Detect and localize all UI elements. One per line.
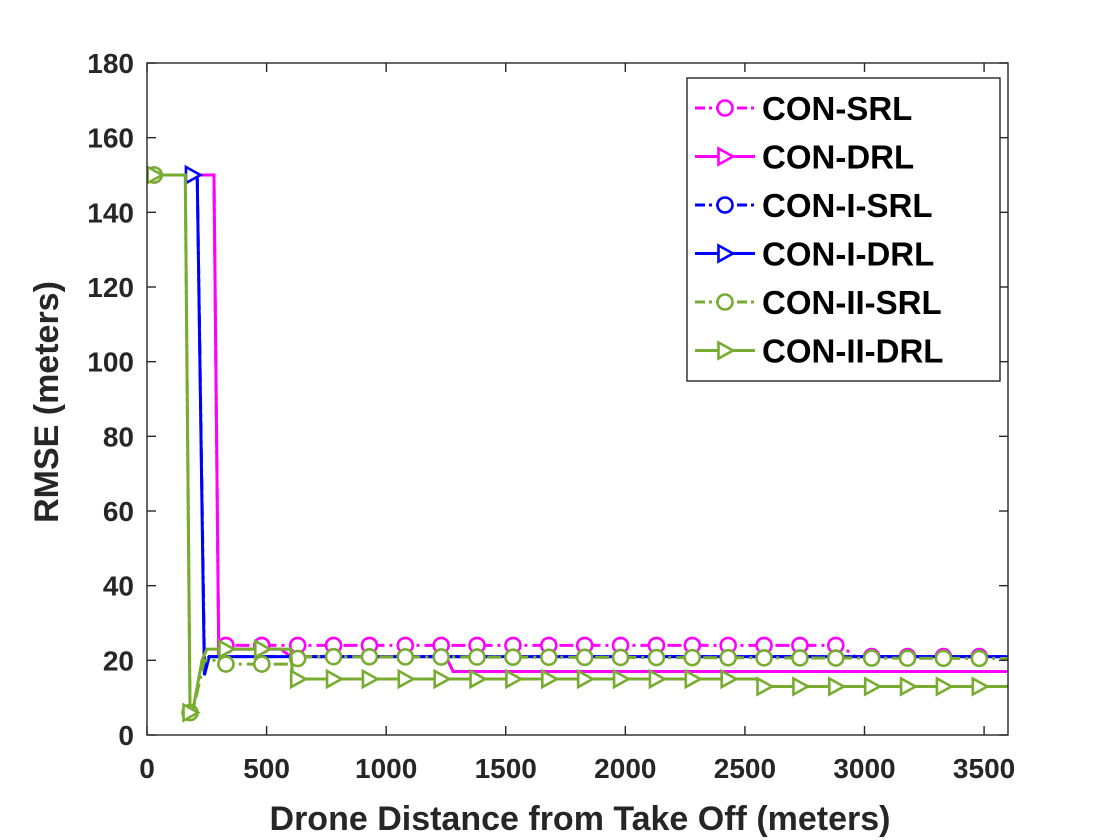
y-tick-label: 120 <box>87 272 134 303</box>
legend-label: CON-II-DRL <box>762 333 943 370</box>
legend-entry: CON-I-SRL <box>695 187 932 224</box>
data-point-marker <box>254 638 273 660</box>
data-point-marker <box>433 668 452 690</box>
data-point-marker <box>325 668 345 690</box>
legend-entry: CON-II-DRL <box>695 333 943 370</box>
legend-marker <box>716 196 734 214</box>
y-tick-label: 20 <box>103 645 134 676</box>
x-tick-label: 3500 <box>953 753 1015 784</box>
y-tick-label: 140 <box>87 197 134 228</box>
axes-box <box>146 62 1009 736</box>
legend-marker <box>717 146 736 167</box>
data-point-marker <box>827 676 847 697</box>
legend-label: CON-SRL <box>762 90 912 127</box>
data-point-marker <box>899 676 919 697</box>
y-tick-label: 0 <box>118 720 134 751</box>
data-point-marker <box>575 648 594 667</box>
legend-label: CON-I-DRL <box>762 236 934 273</box>
legend-label: CON-I-SRL <box>762 187 932 224</box>
y-tick-label: 40 <box>103 571 134 602</box>
y-axis-label: RMSE (meters) <box>28 281 66 523</box>
data-point-marker <box>755 649 773 667</box>
data-point-marker <box>576 668 596 690</box>
data-point-marker <box>719 648 737 667</box>
x-tick-label: 3000 <box>833 753 895 784</box>
data-point-marker <box>505 668 524 690</box>
data-point-marker <box>289 668 309 690</box>
data-point-marker <box>539 648 558 667</box>
data-point-marker <box>791 649 809 667</box>
data-point-marker <box>647 648 666 667</box>
data-point-marker <box>217 655 235 673</box>
data-point-marker <box>468 648 486 666</box>
data-point-marker <box>397 668 416 690</box>
y-tick-label: 180 <box>87 48 134 79</box>
y-tick-label: 100 <box>87 347 134 378</box>
data-point-marker <box>360 647 379 666</box>
y-tick-label: 60 <box>103 496 134 527</box>
data-point-marker <box>970 649 989 668</box>
data-point-marker <box>396 648 415 666</box>
data-point-marker <box>971 676 990 697</box>
legend-label: CON-II-SRL <box>762 284 942 321</box>
data-point-marker <box>540 668 560 690</box>
data-point-marker <box>361 668 381 690</box>
legend: CON-SRL CON-DRL CON-I-SRL CON-I-DRL CON-II-S… <box>686 77 1001 382</box>
data-point-marker <box>898 649 917 668</box>
data-point-marker <box>792 676 811 697</box>
data-point-marker <box>862 649 881 667</box>
legend-box <box>686 77 1001 382</box>
data-point-marker <box>648 668 668 690</box>
data-point-marker <box>432 648 450 666</box>
data-point-marker <box>934 649 953 668</box>
legend-marker <box>717 243 736 264</box>
y-tick-label: 160 <box>87 123 134 154</box>
data-point-marker <box>863 676 883 697</box>
data-point-marker <box>683 648 702 667</box>
axes: 0 500 1000 1500 2000 2500 3000 3500 0 20 40 60 80 100… <box>87 48 1015 784</box>
legend-marker <box>716 293 734 311</box>
data-point-marker <box>684 668 703 690</box>
data-point-marker <box>504 648 522 666</box>
legend-entry: CON-I-DRL <box>695 236 934 273</box>
x-axis-label: Drone Distance from Take Off (meters) <box>270 800 891 838</box>
x-tick-label: 2000 <box>594 753 656 784</box>
data-point-marker <box>611 648 630 667</box>
plot-area <box>147 164 1008 723</box>
data-point-marker <box>324 647 343 666</box>
data-point-marker <box>612 668 632 690</box>
legend-entry: CON-II-SRL <box>695 284 942 321</box>
data-point-marker <box>182 702 201 723</box>
x-tick-label: 500 <box>243 753 290 784</box>
x-tick-label: 1000 <box>355 753 417 784</box>
data-point-marker <box>720 668 739 690</box>
data-point-marker <box>252 655 271 673</box>
y-tick-label: 80 <box>103 421 134 452</box>
legend-label: CON-DRL <box>762 139 914 176</box>
data-point-marker <box>756 676 775 697</box>
series-con-ii-drl <box>147 165 1008 723</box>
legend-marker <box>716 99 734 117</box>
x-tick-label: 0 <box>139 753 155 784</box>
data-point-marker <box>826 649 845 667</box>
legend-entry: CON-DRL <box>695 139 914 176</box>
x-tick-label: 1500 <box>475 753 537 784</box>
data-point-marker <box>469 668 488 690</box>
data-point-marker <box>218 638 237 660</box>
x-tick-label: 2500 <box>714 753 776 784</box>
legend-entry: CON-SRL <box>695 90 912 127</box>
data-point-marker <box>935 676 955 697</box>
legend-marker <box>717 340 736 361</box>
